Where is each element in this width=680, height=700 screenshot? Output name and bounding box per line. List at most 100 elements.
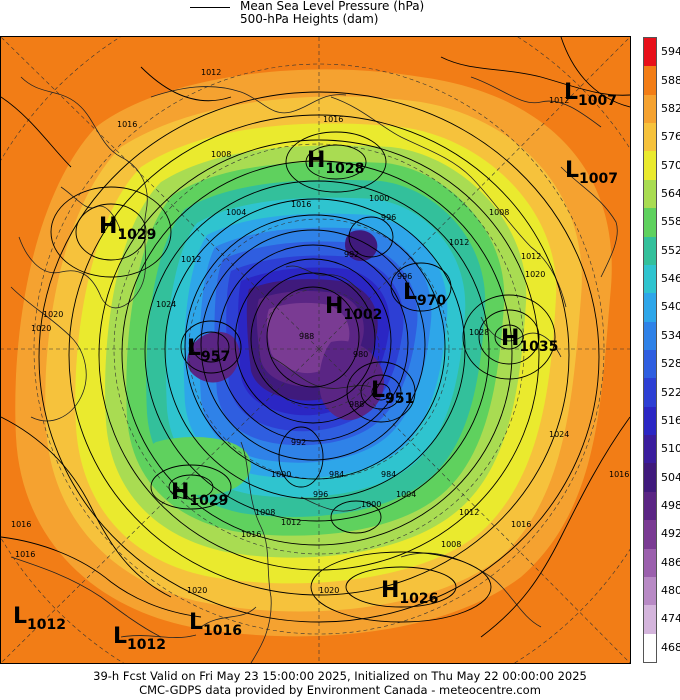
colorbar-swatch-480 xyxy=(644,576,656,606)
center-type-letter: H xyxy=(307,148,325,173)
center-pressure-value: 1012 xyxy=(127,637,166,653)
isobar-label: 980 xyxy=(353,350,368,359)
center-pressure-value: 1007 xyxy=(578,93,617,109)
high-1026: H1026 xyxy=(381,578,438,607)
isobar-label: 988 xyxy=(349,400,364,409)
low-970: L970 xyxy=(403,280,447,309)
colorbar-label: 588 xyxy=(661,73,680,87)
isobar-label: 992 xyxy=(344,250,359,259)
center-type-letter: H xyxy=(501,326,519,351)
center-type-letter: L xyxy=(371,378,385,403)
isobar-label: 1020 xyxy=(319,586,339,595)
colorbar-label: 576 xyxy=(661,130,680,144)
isobar-label: 1012 xyxy=(449,238,469,247)
isobar-label: 1012 xyxy=(521,252,541,261)
coastlines xyxy=(10,76,618,663)
center-type-letter: H xyxy=(381,578,399,603)
colorbar-swatch-510 xyxy=(644,435,656,464)
colorbar-swatch-594 xyxy=(644,38,656,67)
colorbar-label: 594 xyxy=(661,45,680,59)
isobar-label: 1020 xyxy=(31,324,51,333)
isobar-label: 1000 xyxy=(369,194,389,203)
isobar-label: 1016 xyxy=(11,520,31,529)
colorbar-swatch-492 xyxy=(644,520,656,550)
low-1012-left: L1012 xyxy=(13,604,66,633)
isobar-label: 1016 xyxy=(117,120,137,129)
colorbar-label: 546 xyxy=(661,272,680,286)
colorbar-swatch-564 xyxy=(644,179,656,209)
low-1012-center: L1012 xyxy=(113,624,166,653)
isobar-label: 1008 xyxy=(441,540,461,549)
isobar-label: 1008 xyxy=(211,150,231,159)
colorbar-label: 564 xyxy=(661,187,680,200)
high-1002: H1002 xyxy=(325,294,382,323)
isobar-label: 1012 xyxy=(459,508,479,517)
colorbar-label: 570 xyxy=(661,158,680,172)
colorbar-label: 516 xyxy=(661,413,680,427)
center-pressure-value: 1026 xyxy=(399,591,438,607)
isobar-label: 988 xyxy=(299,332,314,341)
center-type-letter: L xyxy=(565,158,579,183)
isobar-label: 996 xyxy=(313,490,328,499)
colorbar-label: 504 xyxy=(661,470,680,484)
colorbar-swatch-528 xyxy=(644,350,656,379)
high-1029-left: H1029 xyxy=(99,214,156,243)
center-type-letter: H xyxy=(171,480,189,505)
colorbar-label: 510 xyxy=(661,442,680,456)
colorbar-swatch-558 xyxy=(644,208,656,238)
isobar-label: 1020 xyxy=(43,310,63,319)
colorbar-swatch-540 xyxy=(644,293,656,323)
colorbar-label: 498 xyxy=(661,499,680,512)
isobar-label: 1016 xyxy=(241,530,261,539)
isobar-label: 1012 xyxy=(181,255,201,264)
center-pressure-value: 1035 xyxy=(519,339,558,355)
center-pressure-value: 957 xyxy=(201,349,230,365)
colorbar-swatch-474 xyxy=(644,605,656,635)
isobar-label: 1020 xyxy=(525,270,545,279)
low-957: L957 xyxy=(187,336,230,365)
colorbar-swatch-546 xyxy=(644,264,656,294)
center-type-letter: L xyxy=(13,604,27,629)
colorbar-swatch-582 xyxy=(644,94,656,124)
center-type-letter: L xyxy=(187,336,201,361)
colorbar-label: 582 xyxy=(661,101,680,115)
colorbar-label: 528 xyxy=(661,357,680,371)
isobar-label: 1012 xyxy=(281,518,301,527)
isobar-label: 1016 xyxy=(511,520,531,529)
colorbar-swatch-552 xyxy=(644,236,656,266)
legend-heights-text: 500-hPa Heights (dam) xyxy=(240,12,379,26)
colorbar-swatch-516 xyxy=(644,406,656,436)
colorbar-label: 522 xyxy=(661,385,680,399)
map-legend: Mean Sea Level Pressure (hPa) 500-hPa He… xyxy=(0,0,680,36)
isobar-label: 984 xyxy=(381,470,396,479)
height-colorbar xyxy=(643,37,657,663)
center-type-letter: L xyxy=(189,610,203,635)
colorbar-swatch-498 xyxy=(644,491,656,521)
colorbar-swatch-588 xyxy=(644,66,656,96)
high-1035: H1035 xyxy=(501,326,558,355)
isobars xyxy=(1,37,630,638)
isobar-label: 1016 xyxy=(15,550,35,559)
center-pressure-value: 970 xyxy=(417,293,446,309)
isobar-label: 1012 xyxy=(549,96,569,105)
colorbar-swatch-486 xyxy=(644,548,656,578)
isobar-labels: 1012 1016 1020 1016 1008 1004 1012 1016 1016 1020… xyxy=(11,68,629,595)
colorbar-swatch-522 xyxy=(644,378,656,408)
weather-map: 1012 1016 1020 1016 1008 1004 1012 1016 1016 1020… xyxy=(0,36,631,664)
high-1028: H1028 xyxy=(307,148,364,177)
center-pressure-value: 1016 xyxy=(203,623,242,639)
center-type-letter: L xyxy=(564,80,578,105)
lat-lon-grid xyxy=(1,37,630,663)
colorbar-swatch-534 xyxy=(644,321,656,351)
isobar-label: 1000 xyxy=(271,470,291,479)
isobar-label: 1004 xyxy=(226,208,246,217)
isobar-label: 1024 xyxy=(549,430,569,439)
center-pressure-value: 1029 xyxy=(117,227,156,243)
isobar-label: 996 xyxy=(381,213,396,222)
colorbar-label: 480 xyxy=(661,584,680,598)
legend-mslp-text: Mean Sea Level Pressure (hPa) xyxy=(240,0,425,13)
low-1016: L1016 xyxy=(189,610,242,639)
center-type-letter: H xyxy=(99,214,117,239)
map-footer: 39-h Fcst Valid on Fri May 23 15:00:00 2… xyxy=(0,669,680,697)
